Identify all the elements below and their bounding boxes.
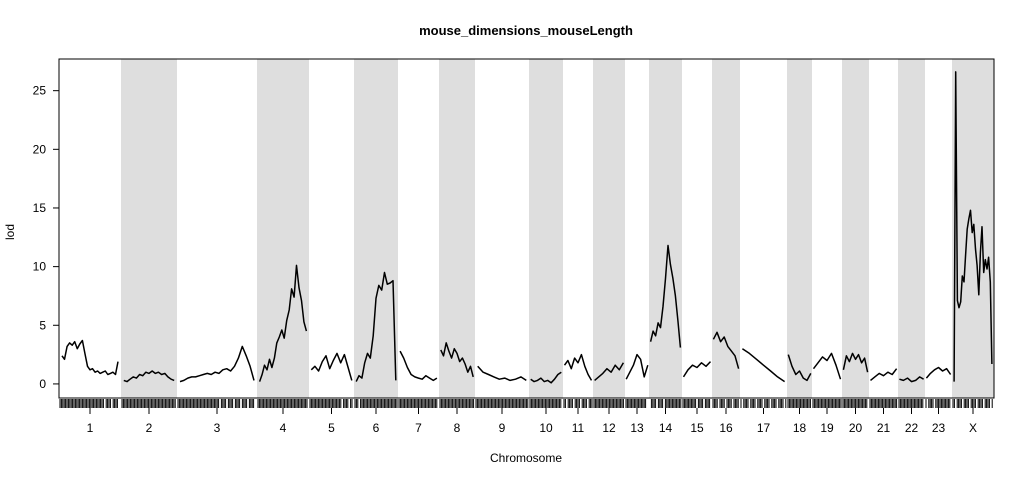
x-tick-label-15: 15 — [690, 421, 704, 435]
chromosome-band-20 — [842, 59, 869, 398]
rug-chr-20 — [842, 399, 868, 408]
x-tick-label-16: 16 — [719, 421, 733, 435]
x-tick-label-18: 18 — [793, 421, 807, 435]
x-tick-label-19: 19 — [820, 421, 834, 435]
rug-chr-18 — [787, 399, 811, 408]
x-tick-label-14: 14 — [659, 421, 673, 435]
x-tick-label-7: 7 — [415, 421, 422, 435]
x-tick-label-9: 9 — [499, 421, 506, 435]
chromosome-band-12 — [593, 59, 625, 398]
x-tick-label-X: X — [969, 421, 977, 435]
x-tick-label-12: 12 — [602, 421, 616, 435]
x-tick-label-23: 23 — [932, 421, 946, 435]
rug-chr-21 — [869, 399, 898, 408]
y-tick-label-25: 25 — [33, 84, 47, 98]
x-tick-label-11: 11 — [572, 421, 585, 435]
rug-chr-9 — [475, 399, 529, 408]
rug-chr-5 — [309, 399, 353, 408]
rug-chr-8 — [439, 399, 475, 408]
x-tick-label-17: 17 — [757, 421, 771, 435]
chromosome-band-10 — [529, 59, 563, 398]
chromosome-band-2 — [121, 59, 177, 398]
rug-chr-10 — [529, 399, 562, 408]
y-tick-label-15: 15 — [33, 201, 47, 215]
x-tick-label-22: 22 — [905, 421, 919, 435]
y-tick-label-5: 5 — [39, 318, 46, 332]
x-tick-label-8: 8 — [454, 421, 461, 435]
x-tick-label-4: 4 — [280, 421, 287, 435]
x-tick-label-3: 3 — [214, 421, 221, 435]
x-axis: 1 2 3 4 5 6 7 8 9 10 11 12 13 14 15 16 17 18 19 20 21 22 23 X — [87, 408, 977, 435]
x-tick-label-2: 2 — [146, 421, 153, 435]
rug-chr-7 — [398, 399, 438, 408]
chart-title: mouse_dimensions_mouseLength — [419, 23, 633, 38]
chromosome-band-8 — [439, 59, 475, 398]
chromosome-band-18 — [787, 59, 812, 398]
rug-chr-14 — [650, 399, 682, 408]
plot-frame — [58, 58, 995, 399]
chromosome-bands — [121, 59, 994, 398]
rug-chr-4 — [257, 399, 308, 408]
y-tick-label-10: 10 — [33, 260, 47, 274]
rug-chr-3 — [177, 399, 255, 408]
chromosome-band-6 — [354, 59, 398, 398]
x-tick-label-13: 13 — [630, 421, 644, 435]
rug-chr-13 — [625, 399, 647, 408]
rug-chr-11 — [563, 399, 593, 408]
x-axis-label: Chromosome — [490, 451, 562, 465]
x-tick-label-10: 10 — [539, 421, 553, 435]
rug-chr-2 — [121, 399, 176, 408]
chromosome-band-4 — [257, 59, 309, 398]
rug-chr-X — [952, 399, 993, 408]
rug — [59, 399, 993, 408]
x-tick-label-5: 5 — [328, 421, 335, 435]
rug-chr-22 — [898, 399, 924, 408]
x-tick-label-1: 1 — [87, 421, 94, 435]
x-tick-label-6: 6 — [373, 421, 380, 435]
rug-chr-23 — [925, 399, 951, 408]
rug-chr-6 — [354, 399, 398, 408]
y-axis: 0 5 10 15 20 25 — [33, 84, 59, 391]
rug-chr-1 — [59, 399, 118, 408]
y-tick-label-0: 0 — [39, 377, 46, 391]
rug-chr-16 — [712, 399, 739, 408]
lod-curve — [61, 71, 993, 384]
x-tick-label-21: 21 — [877, 421, 891, 435]
chromosome-band-22 — [898, 59, 925, 398]
rug-chr-19 — [812, 399, 842, 408]
y-tick-label-20: 20 — [33, 142, 47, 156]
rug-chr-12 — [593, 399, 624, 408]
rug-chr-15 — [682, 399, 711, 408]
x-tick-label-20: 20 — [849, 421, 863, 435]
chromosome-band-14 — [649, 59, 682, 398]
y-axis-label: lod — [3, 224, 17, 240]
rug-chr-17 — [740, 399, 787, 408]
chromosome-band-16 — [712, 59, 740, 398]
